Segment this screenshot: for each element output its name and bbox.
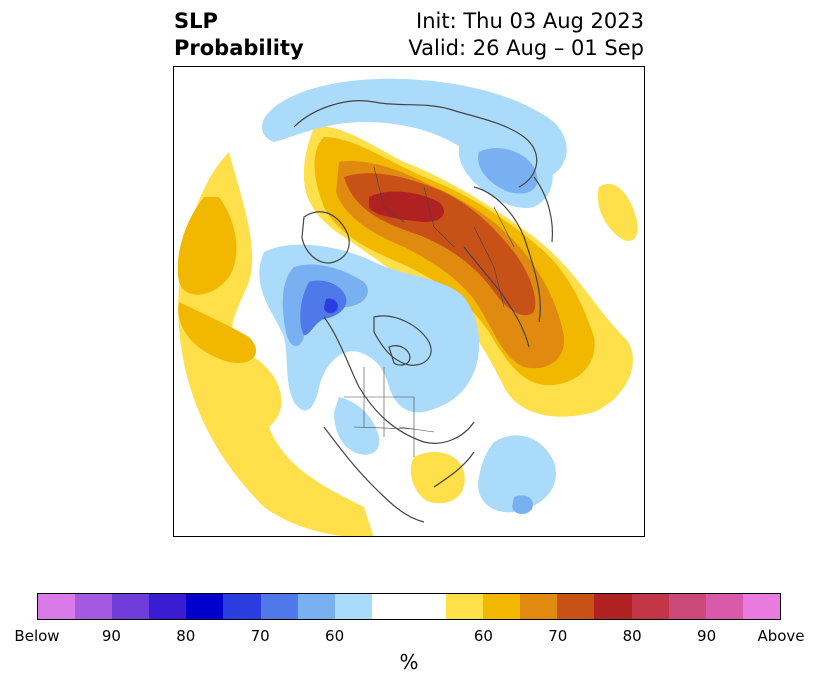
coastline-layer [293,100,554,523]
colorbar-segment [594,594,632,619]
probability-map-svg [174,67,644,536]
colorbar-tick-label: 90 [697,627,717,645]
border-layer [344,166,515,457]
colorbar-tick-label: Below [14,627,60,645]
colorbar [37,593,781,620]
below-zone-atlantic [478,435,556,513]
valid-period: Valid: 26 Aug – 01 Sep [408,36,644,60]
colorbar-tick-label: 70 [548,627,568,645]
above-zone-southeast-us [410,452,465,504]
colorbar-segment [520,594,558,619]
colorbar-tick-label: Above [757,627,805,645]
colorbar-segment [334,594,372,619]
colorbar-segment [223,594,261,619]
colorbar-tick-label: 80 [622,627,642,645]
above-zone-west-gold-2 [178,302,257,363]
colorbar-segment [260,594,298,619]
colorbar-segment [483,594,521,619]
colorbar-segment [186,594,224,619]
colorbar-segment [742,594,780,619]
colorbar-segment [705,594,743,619]
colorbar-segment [408,594,447,619]
colorbar-segment [112,594,150,619]
title-product: Probability [174,36,304,60]
below-zone-north-america [334,397,380,455]
colorbar-unit: % [399,650,419,674]
above-zone-northeast [597,183,638,241]
below-zone-hudson-deep [324,298,338,314]
colorbar-segment [297,594,335,619]
colorbar-segment [149,594,187,619]
colorbar-tick-label: 60 [325,627,345,645]
polar-map [173,66,645,537]
below-zone-atlantic-mid [512,495,533,515]
colorbar-tick-label: 70 [250,627,270,645]
title-block-left: SLP Probability [174,8,304,62]
colorbar-tick-label: 80 [176,627,196,645]
colorbar-segment [371,594,409,619]
init-date: Init: Thu 03 Aug 2023 [416,9,644,33]
below-zone-scandinavia-mid [478,148,538,194]
title-block-right: Init: Thu 03 Aug 2023 Valid: 26 Aug – 01… [408,8,644,62]
above-zone-west-gold [177,197,237,295]
colorbar-segment [75,594,113,619]
colorbar-segment [446,594,484,619]
colorbar-segment [557,594,595,619]
title-variable: SLP [174,9,218,33]
above-zone-siberia-max [369,191,444,222]
colorbar-tick-label: 90 [101,627,121,645]
colorbar-segment [631,594,669,619]
colorbar-segment [668,594,706,619]
below-zone-hudson-strong [300,280,347,336]
colorbar-segment [38,594,76,619]
colorbar-tick-label: 60 [473,627,493,645]
